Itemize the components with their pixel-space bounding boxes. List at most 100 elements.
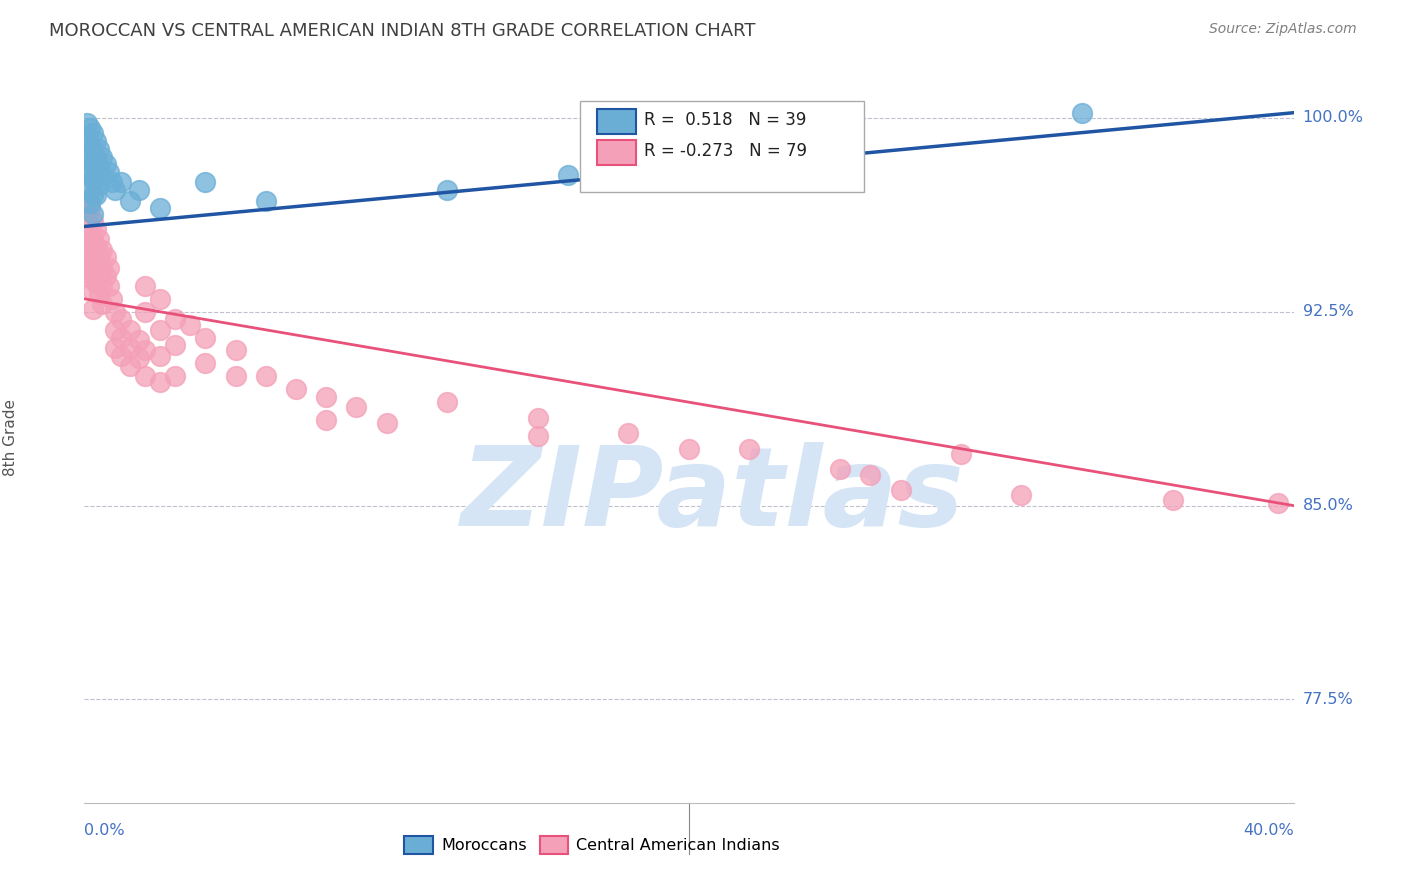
Text: ZIPatlas: ZIPatlas: [461, 442, 965, 549]
Point: [91, 278, 114, 293]
Point: [104, 341, 127, 355]
Point: [82, 284, 104, 298]
Text: 92.5%: 92.5%: [1302, 304, 1354, 319]
Point: [86, 277, 108, 291]
Point: [82, 214, 104, 228]
Text: 8th Grade: 8th Grade: [3, 399, 18, 475]
Text: R = -0.273   N = 79: R = -0.273 N = 79: [644, 142, 807, 160]
Point: [82, 251, 104, 265]
Text: R =  0.518   N = 39: R = 0.518 N = 39: [644, 112, 807, 129]
Point: [830, 462, 852, 476]
Point: [194, 330, 217, 344]
Point: [76, 162, 98, 177]
Point: [149, 349, 172, 363]
Point: [285, 382, 308, 396]
Point: [76, 209, 98, 223]
Point: [110, 312, 132, 326]
Point: [436, 183, 458, 197]
Point: [86, 240, 108, 254]
Point: [128, 351, 150, 366]
Point: [79, 235, 101, 249]
Point: [165, 312, 187, 326]
Text: MOROCCAN VS CENTRAL AMERICAN INDIAN 8TH GRADE CORRELATION CHART: MOROCCAN VS CENTRAL AMERICAN INDIAN 8TH …: [49, 22, 755, 40]
Point: [86, 170, 108, 185]
Point: [110, 349, 132, 363]
Point: [76, 145, 98, 159]
Point: [76, 128, 98, 143]
Point: [254, 369, 277, 384]
Point: [254, 194, 277, 208]
Point: [76, 116, 98, 130]
Text: 77.5%: 77.5%: [1302, 692, 1354, 707]
Point: [82, 142, 104, 156]
Point: [225, 343, 247, 358]
Point: [104, 323, 127, 337]
Point: [149, 292, 172, 306]
Point: [315, 390, 337, 404]
Point: [315, 413, 337, 427]
Point: [91, 243, 114, 257]
Text: 85.0%: 85.0%: [1302, 498, 1354, 513]
Point: [86, 188, 108, 202]
Point: [738, 157, 761, 171]
Point: [82, 157, 104, 171]
Point: [165, 338, 187, 352]
Point: [134, 343, 156, 358]
FancyBboxPatch shape: [598, 110, 636, 135]
Point: [179, 318, 201, 332]
Text: Source: ZipAtlas.com: Source: ZipAtlas.com: [1209, 22, 1357, 37]
Point: [950, 447, 973, 461]
Point: [82, 302, 104, 317]
Point: [79, 136, 101, 151]
Point: [79, 271, 101, 285]
FancyBboxPatch shape: [598, 140, 636, 165]
Point: [1071, 105, 1094, 120]
Point: [89, 142, 111, 156]
Point: [89, 268, 111, 283]
Point: [94, 251, 117, 265]
Point: [436, 395, 458, 409]
Point: [76, 266, 98, 280]
Point: [79, 196, 101, 211]
Point: [89, 251, 111, 265]
Point: [134, 304, 156, 318]
Point: [89, 178, 111, 192]
Point: [890, 483, 912, 497]
Point: [118, 194, 141, 208]
Point: [79, 121, 101, 136]
Point: [94, 268, 117, 283]
Point: [134, 369, 156, 384]
Point: [86, 258, 108, 272]
Point: [89, 160, 111, 174]
Point: [738, 442, 761, 456]
Point: [194, 356, 217, 370]
Point: [134, 278, 156, 293]
Point: [128, 183, 150, 197]
Point: [194, 176, 217, 190]
FancyBboxPatch shape: [581, 101, 865, 192]
Point: [346, 401, 368, 415]
Point: [1267, 496, 1289, 510]
Point: [94, 157, 117, 171]
Point: [79, 202, 101, 216]
Point: [97, 260, 120, 275]
Point: [149, 323, 172, 337]
Point: [557, 168, 579, 182]
Point: [149, 202, 172, 216]
Point: [86, 153, 108, 167]
Point: [165, 369, 187, 384]
Point: [100, 176, 122, 190]
Point: [97, 165, 120, 179]
Point: [118, 359, 141, 373]
Point: [82, 232, 104, 246]
Point: [76, 227, 98, 242]
Point: [1161, 493, 1184, 508]
Point: [82, 206, 104, 220]
Point: [82, 173, 104, 187]
Point: [91, 297, 114, 311]
Point: [104, 304, 127, 318]
Point: [79, 219, 101, 234]
Point: [128, 333, 150, 347]
Point: [110, 330, 132, 344]
Point: [79, 150, 101, 164]
